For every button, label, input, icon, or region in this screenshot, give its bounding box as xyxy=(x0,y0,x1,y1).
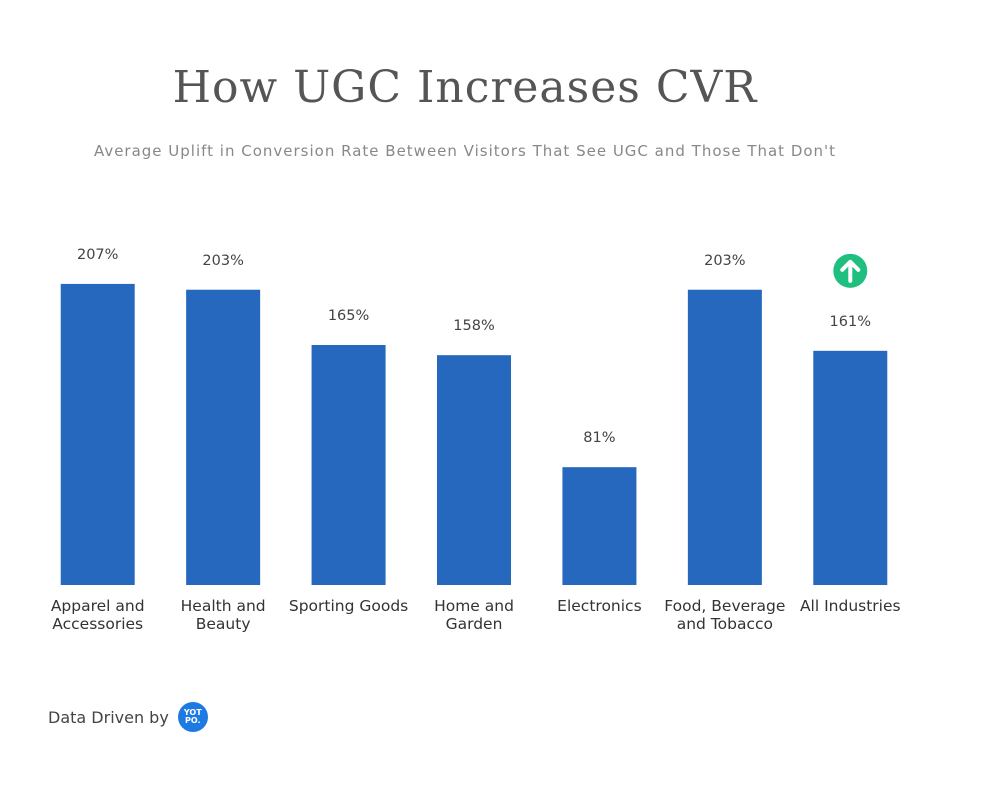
value-label: 203% xyxy=(202,252,244,269)
footer-text: Data Driven by xyxy=(48,707,169,727)
value-label: 165% xyxy=(327,308,370,324)
x-tick-label: All Industries xyxy=(799,597,901,615)
logo: YOT PO. xyxy=(177,702,208,732)
x-tick-label: Electronics xyxy=(557,597,642,615)
value-label: 207% xyxy=(76,246,119,263)
value-label: 158% xyxy=(453,318,495,335)
chart-subtitle: Average Uplift in Conversion Rate Betwee… xyxy=(93,142,837,160)
value-label: 161% xyxy=(829,313,872,330)
x-tick-label: Health and Beauty xyxy=(180,597,266,633)
footer: Data Driven by YOT PO. xyxy=(48,702,208,732)
highlight-arrow xyxy=(840,259,861,283)
bar xyxy=(562,467,637,585)
logo-text: YOT xyxy=(183,708,202,717)
bar xyxy=(311,345,386,585)
x-tick-label: Apparel and Accessories xyxy=(50,597,145,633)
x-tick-label: Home and Garden xyxy=(434,597,514,633)
value-label: 203% xyxy=(704,252,746,269)
chart-title: How UGC Increases CVR xyxy=(172,62,758,113)
value-label: 81% xyxy=(583,430,616,447)
bar xyxy=(186,289,261,585)
x-tick-label: Sporting Goods xyxy=(288,597,409,615)
bar xyxy=(437,355,511,585)
bar xyxy=(60,283,135,585)
bar xyxy=(687,289,762,585)
x-tick-label: Food, Beverage and Tobacco xyxy=(664,597,786,633)
bar xyxy=(813,350,888,585)
logo-text: PO. xyxy=(185,716,201,725)
